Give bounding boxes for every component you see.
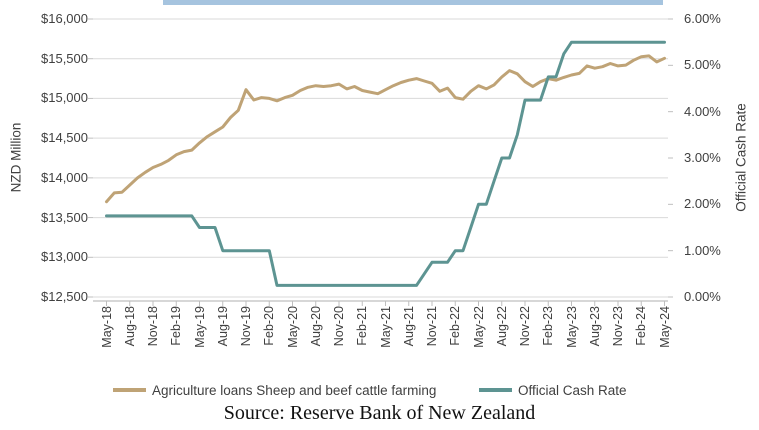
x-axis-tick-label: May-20: [285, 306, 300, 348]
x-axis-tick-label: Nov-18: [146, 306, 160, 347]
source-note: Source: Reserve Bank of New Zealand: [223, 402, 536, 424]
x-axis-tick-label: Feb-20: [262, 306, 277, 346]
right-axis-tick-label: 1.00%: [684, 242, 721, 258]
right-axis-tick-label: 3.00%: [684, 150, 721, 165]
x-axis-tick-label: Aug-18: [122, 306, 137, 347]
left-axis-title: NZD Million: [8, 122, 24, 193]
x-axis-tick-label: Nov-20: [332, 306, 346, 347]
x-axis-tick-label: May-19: [192, 306, 207, 348]
left-axis-tick-label: $15,500: [41, 50, 88, 66]
x-axis-tick-label: Nov-23: [611, 306, 625, 347]
right-axis-tick-label: 5.00%: [684, 57, 721, 73]
left-axis-tick-label: $13,500: [41, 209, 88, 225]
x-axis-tick-label: Aug-21: [401, 306, 416, 347]
x-axis-tick-label: Feb-19: [169, 306, 184, 346]
right-axis-tick-label: 6.00%: [684, 11, 721, 26]
x-axis-tick-label: Nov-21: [425, 306, 439, 347]
x-axis-tick-label: Feb-24: [634, 306, 649, 346]
x-axis-tick-label: Aug-20: [308, 306, 323, 347]
x-axis-tick-label: Nov-19: [239, 306, 253, 347]
left-axis-tick-label: $14,000: [41, 169, 88, 185]
x-axis-tick-label: Feb-21: [355, 306, 370, 346]
right-axis-tick-label: 4.00%: [684, 103, 721, 119]
top-band-decoration: [163, 0, 663, 5]
x-axis-tick-label: May-21: [378, 306, 393, 348]
series-line-official-cash-rate: [105, 40, 666, 287]
x-axis-tick-label: Aug-22: [494, 306, 509, 347]
legend-label: Official Cash Rate: [518, 382, 627, 398]
x-axis-tick-label: May-22: [471, 306, 486, 348]
right-axis-tick-label: 0.00%: [684, 289, 721, 304]
legend-label: Agriculture loans Sheep and beef cattle …: [152, 382, 437, 398]
x-axis-tick-label: May-18: [99, 306, 114, 348]
x-axis-tick-label: Nov-22: [518, 306, 532, 347]
legend-item: Official Cash Rate: [479, 382, 627, 398]
left-axis-tick-label: $16,000: [41, 11, 88, 26]
x-axis-tick-label: May-23: [564, 306, 579, 348]
left-axis-tick-label: $13,000: [41, 249, 88, 265]
left-axis-tick-label: $15,000: [41, 90, 88, 106]
right-axis-title: Official Cash Rate: [733, 103, 749, 212]
x-axis-tick-label: Aug-19: [215, 306, 230, 347]
left-axis-tick-label: $14,500: [41, 130, 88, 146]
legend-swatch: [113, 388, 146, 392]
series-line-agriculture-loans-sheep-and-beef-cattle-farming: [105, 54, 666, 204]
left-axis-tick-label: $12,500: [41, 289, 88, 304]
right-axis-tick-label: 2.00%: [684, 196, 721, 212]
x-axis-tick-label: May-24: [657, 306, 672, 348]
legend-swatch: [479, 388, 512, 392]
x-axis-tick-label: Feb-22: [448, 306, 463, 346]
x-axis-tick-label: Aug-23: [587, 306, 602, 347]
x-axis-tick-label: Feb-23: [541, 306, 556, 346]
legend-item: Agriculture loans Sheep and beef cattle …: [113, 382, 436, 398]
